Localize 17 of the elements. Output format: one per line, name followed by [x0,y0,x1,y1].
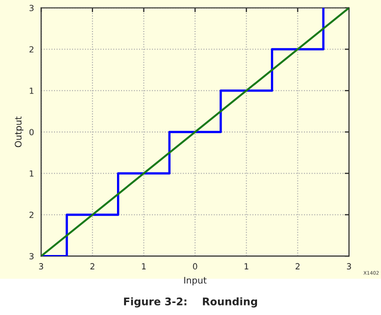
x-tick-label: 2 [90,263,94,270]
y-tick-label: 1 [30,88,34,94]
y-tick-label: 3 [30,4,34,12]
x-tick-label: 1 [244,263,248,270]
y-tick-label: 1 [30,170,34,177]
y-tick-label: 0 [29,128,34,136]
y-tick-label: 2 [30,212,34,218]
y-tick-label: 2 [30,46,34,52]
x-tick-label: 2 [296,263,300,270]
x-tick-label: 0 [192,263,198,270]
x-tick-label: 1 [142,263,146,270]
y-axis-title: Output [14,116,24,148]
x-tick-label: 3 [39,263,44,270]
y-tick-label: 3 [30,253,34,260]
caption: Figure 3-2: Rounding [124,297,258,308]
x-tick-label: 3 [346,263,351,270]
x-axis-title: Input [184,276,207,286]
